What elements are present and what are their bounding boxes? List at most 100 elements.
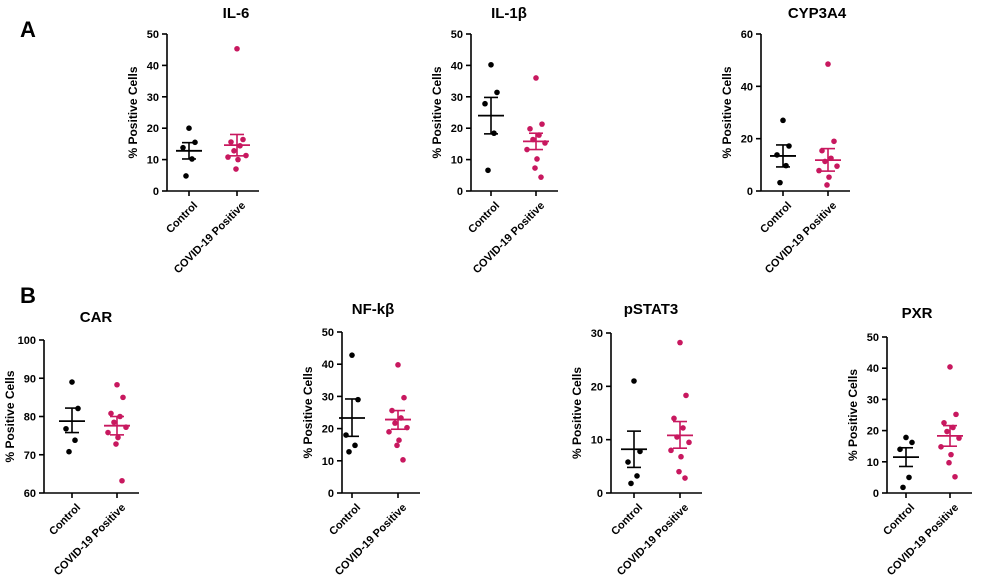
y-tick-label: 30 xyxy=(867,394,879,406)
data-point xyxy=(355,396,361,403)
data-point xyxy=(485,167,491,174)
y-axis-label: % Positive Cells xyxy=(430,66,444,158)
y-tick-label: 0 xyxy=(747,186,753,198)
y-tick-label: 0 xyxy=(873,488,879,500)
data-point xyxy=(119,477,125,484)
data-point xyxy=(488,61,494,68)
x-category-label: Control xyxy=(609,502,645,538)
data-point xyxy=(530,136,536,143)
data-point xyxy=(956,435,962,441)
series-covid xyxy=(937,364,963,480)
data-point xyxy=(822,158,828,165)
data-point xyxy=(826,174,832,180)
data-point xyxy=(237,142,243,149)
data-point xyxy=(938,444,944,450)
series-control xyxy=(176,125,202,179)
data-point xyxy=(539,121,545,127)
data-point xyxy=(534,156,540,162)
data-point xyxy=(634,473,640,479)
data-point xyxy=(396,437,402,443)
chart-title: CAR xyxy=(80,309,113,326)
data-point xyxy=(115,434,121,441)
data-point xyxy=(671,415,677,422)
data-point xyxy=(946,459,952,466)
y-tick-label: 30 xyxy=(591,328,603,340)
data-point xyxy=(349,352,355,358)
series-covid xyxy=(385,362,411,463)
data-point xyxy=(113,441,119,447)
data-point xyxy=(941,420,947,426)
data-point xyxy=(527,126,533,132)
x-category-label: Control xyxy=(47,502,83,538)
data-point xyxy=(240,136,246,143)
data-point xyxy=(897,446,903,453)
data-point xyxy=(225,154,231,160)
y-tick-label: 10 xyxy=(322,456,334,468)
x-category-label: Control xyxy=(466,200,502,236)
x-category-label: Control xyxy=(327,502,363,538)
data-point xyxy=(114,381,120,388)
series-control xyxy=(893,434,919,491)
data-point xyxy=(948,451,954,458)
y-tick-label: 40 xyxy=(867,363,879,375)
y-tick-label: 30 xyxy=(451,92,463,104)
data-point xyxy=(900,484,906,491)
data-point xyxy=(389,407,395,414)
data-point xyxy=(628,480,634,487)
data-point xyxy=(63,425,69,432)
data-point xyxy=(235,156,241,163)
data-point xyxy=(625,459,631,465)
y-tick-label: 20 xyxy=(867,426,879,438)
data-point xyxy=(532,165,538,171)
y-tick-label: 10 xyxy=(867,457,879,469)
y-axis-label: % Positive Cells xyxy=(570,367,584,459)
data-point xyxy=(637,448,643,455)
data-point xyxy=(183,173,189,179)
y-tick-label: 40 xyxy=(147,60,159,72)
y-tick-label: 40 xyxy=(741,81,753,93)
data-point xyxy=(834,163,840,169)
data-point xyxy=(343,432,349,438)
data-point xyxy=(903,434,909,441)
data-point xyxy=(398,415,404,421)
data-point xyxy=(950,424,956,431)
data-point xyxy=(394,442,400,449)
chart-title: pSTAT3 xyxy=(624,301,678,318)
data-point xyxy=(676,468,682,475)
data-point xyxy=(953,411,959,418)
data-point xyxy=(482,100,488,107)
data-point xyxy=(228,139,234,145)
data-point xyxy=(243,152,249,159)
y-tick-label: 20 xyxy=(451,123,463,135)
y-tick-label: 60 xyxy=(741,29,753,41)
y-tick-label: 70 xyxy=(24,450,36,462)
y-tick-label: 30 xyxy=(147,92,159,104)
data-point xyxy=(401,394,407,401)
data-point xyxy=(69,379,75,385)
series-control xyxy=(339,352,365,455)
data-point xyxy=(909,439,915,446)
data-point xyxy=(395,362,401,368)
data-point xyxy=(816,167,822,174)
x-category-label: Control xyxy=(164,200,200,236)
series-control xyxy=(770,117,796,186)
data-point xyxy=(786,143,792,149)
data-point xyxy=(386,429,392,435)
data-point xyxy=(120,394,126,401)
data-point xyxy=(831,138,837,145)
y-tick-label: 0 xyxy=(328,488,334,500)
data-point xyxy=(192,139,198,146)
series-covid xyxy=(224,45,250,172)
series-covid xyxy=(104,381,130,484)
y-tick-label: 50 xyxy=(322,327,334,339)
data-point xyxy=(674,434,680,440)
series-covid xyxy=(523,75,549,180)
data-point xyxy=(536,132,542,138)
y-tick-label: 50 xyxy=(451,29,463,41)
y-tick-label: 50 xyxy=(147,29,159,41)
data-point xyxy=(952,473,958,480)
x-category-label: Control xyxy=(881,502,917,538)
data-point xyxy=(825,61,831,67)
